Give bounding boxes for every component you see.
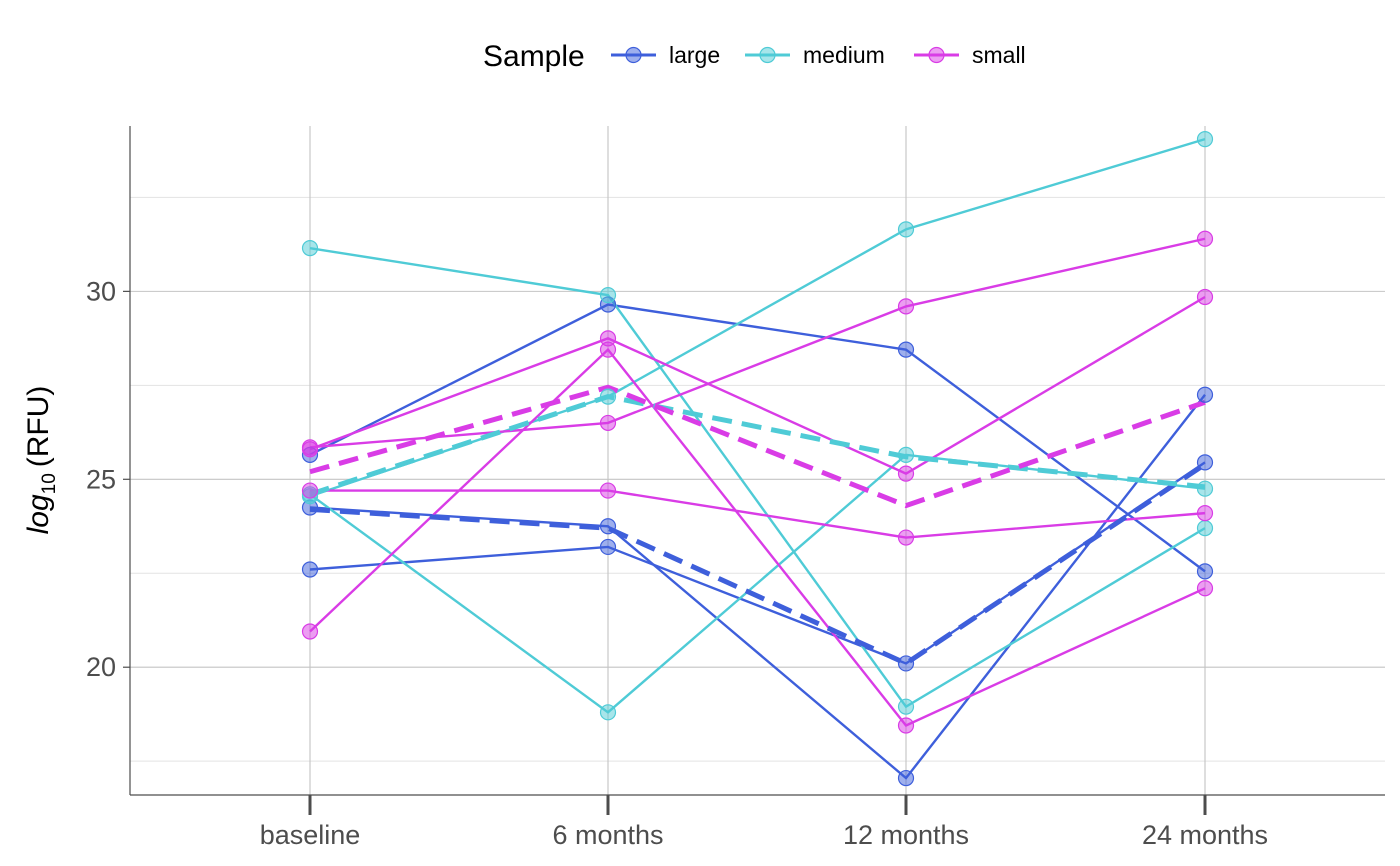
series-line-medium — [309, 453, 1206, 714]
mean-line-medium — [309, 394, 1206, 497]
x-tick-label: 6 months — [552, 820, 663, 850]
y-axis-title: log10 (RFU) — [22, 386, 60, 535]
data-point-medium — [1196, 480, 1214, 497]
data-point-medium — [1196, 520, 1214, 537]
data-point-small — [1196, 580, 1214, 597]
data-point-small — [599, 341, 617, 358]
data-point-small — [301, 623, 319, 640]
data-point-medium — [599, 287, 617, 304]
series-line-small — [309, 347, 1206, 727]
legend-title: Sample — [483, 40, 585, 73]
grid — [130, 126, 1385, 795]
x-tick-label: baseline — [260, 820, 361, 850]
data-point-small — [1196, 505, 1214, 522]
data-point-medium — [301, 240, 319, 257]
legend-key-point-large — [625, 46, 642, 64]
legend-label-small: small — [972, 42, 1026, 68]
data-point-small — [897, 298, 915, 315]
legend-key-point-small — [928, 46, 945, 64]
legend-key-point-medium — [759, 46, 776, 64]
legend-label-medium: medium — [803, 42, 885, 68]
legend: Sample large medium small — [483, 40, 1026, 73]
x-tick-label: 12 months — [843, 820, 969, 850]
data-points — [301, 131, 1214, 787]
data-point-small — [599, 482, 617, 499]
y-axis-title-subscript: 10 — [39, 473, 60, 494]
mean-line-large — [309, 462, 1207, 667]
data-point-large — [1196, 386, 1214, 403]
data-point-medium — [897, 698, 915, 715]
series-line-large — [309, 393, 1206, 780]
data-point-small — [599, 414, 617, 432]
data-point-small — [301, 441, 319, 458]
x-tick-label: 24 months — [1142, 820, 1268, 850]
data-point-small — [1196, 288, 1214, 306]
data-point-large — [897, 341, 915, 358]
data-point-small — [1196, 230, 1214, 247]
series-line-large — [309, 461, 1206, 665]
data-point-large — [301, 561, 319, 578]
series-line-small — [309, 295, 1206, 476]
axes — [129, 126, 1385, 796]
series-line-medium — [309, 138, 1206, 498]
y-axis-title-rest: (RFU) — [22, 386, 55, 468]
data-point-medium — [897, 446, 915, 463]
y-tick-label: 25 — [86, 464, 116, 494]
data-point-large — [599, 538, 617, 556]
data-point-large — [1196, 454, 1214, 471]
series-line-small — [309, 237, 1206, 449]
data-point-large — [599, 518, 617, 535]
data-point-small — [897, 465, 915, 482]
series-line-large — [309, 303, 1206, 573]
mean-line-small — [309, 384, 1206, 509]
data-point-medium — [599, 704, 617, 721]
data-point-large — [897, 769, 915, 787]
data-point-small — [301, 482, 319, 499]
mean-lines — [309, 384, 1207, 667]
data-point-large — [1196, 563, 1214, 580]
series-lines — [309, 138, 1206, 780]
y-tick-label: 30 — [86, 276, 116, 306]
series-line-medium — [309, 246, 1206, 709]
series-line-small — [310, 489, 1206, 539]
data-point-medium — [1196, 131, 1214, 148]
data-point-small — [897, 529, 915, 546]
data-point-small — [897, 717, 915, 734]
y-axis-title-base: log — [22, 494, 55, 534]
legend-label-large: large — [669, 42, 720, 68]
data-point-medium — [897, 221, 915, 238]
tick-labels: 20 25 30 baseline 6 months 12 months 24 months — [86, 276, 1268, 850]
data-point-medium — [599, 388, 617, 405]
data-point-large — [897, 655, 915, 672]
y-tick-label: 20 — [86, 652, 116, 682]
